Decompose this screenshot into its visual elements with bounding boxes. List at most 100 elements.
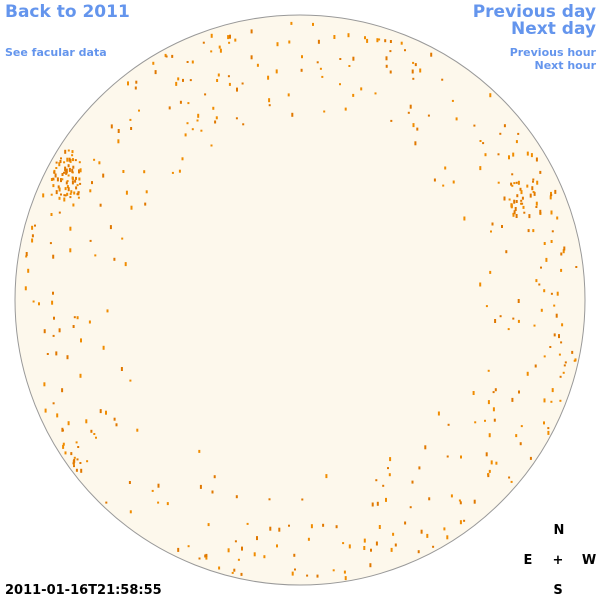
facula bbox=[517, 180, 520, 185]
facula bbox=[89, 189, 92, 193]
next-day-link[interactable]: Next day bbox=[511, 19, 596, 39]
facula bbox=[366, 38, 369, 43]
facula bbox=[138, 109, 140, 112]
facula bbox=[384, 39, 387, 43]
facula bbox=[256, 63, 259, 67]
facula bbox=[510, 182, 513, 186]
facula bbox=[511, 184, 514, 187]
facula bbox=[561, 323, 564, 327]
facula bbox=[105, 410, 107, 415]
facula bbox=[66, 180, 69, 183]
next-hour-link[interactable]: Next hour bbox=[535, 59, 597, 72]
facula bbox=[77, 446, 80, 448]
facula bbox=[227, 75, 230, 78]
facula bbox=[474, 421, 477, 424]
facula bbox=[129, 510, 132, 514]
prev-hour-link[interactable]: Previous hour bbox=[510, 46, 597, 59]
facula bbox=[432, 545, 435, 548]
facula bbox=[376, 501, 379, 506]
facula bbox=[571, 350, 574, 354]
facula bbox=[551, 388, 554, 393]
facula bbox=[229, 34, 231, 39]
facula bbox=[418, 466, 421, 470]
facula bbox=[460, 455, 462, 459]
facula bbox=[430, 52, 433, 57]
facula bbox=[61, 427, 64, 432]
facula bbox=[419, 68, 422, 73]
facula bbox=[204, 93, 207, 96]
facula bbox=[492, 391, 495, 394]
facula bbox=[267, 75, 270, 80]
facula bbox=[65, 168, 68, 172]
facula bbox=[157, 501, 160, 504]
facula bbox=[516, 194, 519, 198]
facula bbox=[68, 157, 71, 162]
facula bbox=[412, 61, 415, 64]
faculae bbox=[24, 21, 578, 581]
facula bbox=[484, 153, 487, 157]
facula bbox=[531, 186, 534, 191]
facula bbox=[363, 546, 366, 550]
facula bbox=[288, 40, 291, 44]
facula bbox=[233, 568, 236, 572]
facula bbox=[364, 36, 366, 40]
facula bbox=[503, 124, 506, 128]
prev-day-link[interactable]: Previous day bbox=[473, 2, 596, 22]
facula bbox=[79, 373, 82, 378]
facula bbox=[235, 495, 238, 499]
facula bbox=[344, 576, 347, 581]
facula bbox=[319, 67, 322, 70]
facula bbox=[73, 316, 76, 319]
facula bbox=[497, 181, 500, 184]
facula bbox=[459, 501, 462, 505]
facula bbox=[322, 523, 325, 527]
facula bbox=[178, 169, 181, 173]
compass-e: E bbox=[524, 553, 533, 568]
facular-link[interactable]: See facular data bbox=[5, 46, 107, 59]
facula bbox=[179, 100, 182, 104]
facula bbox=[323, 110, 326, 113]
back-link[interactable]: Back to 2011 bbox=[5, 2, 130, 22]
facula bbox=[550, 400, 553, 403]
facula bbox=[182, 78, 184, 82]
facula bbox=[214, 120, 217, 124]
facula bbox=[269, 526, 272, 531]
facula bbox=[175, 81, 178, 86]
facula bbox=[385, 56, 388, 61]
facula bbox=[65, 170, 68, 175]
facula bbox=[70, 190, 73, 194]
facula bbox=[63, 161, 66, 164]
facula bbox=[74, 159, 77, 162]
facula bbox=[73, 465, 75, 468]
compass-n: N bbox=[554, 523, 565, 538]
facula bbox=[411, 69, 414, 74]
facula bbox=[385, 497, 387, 502]
facula bbox=[177, 547, 180, 552]
facula bbox=[458, 499, 461, 502]
facula bbox=[199, 484, 202, 489]
facula bbox=[228, 41, 231, 44]
facula bbox=[416, 127, 419, 131]
facula bbox=[518, 390, 520, 394]
facula bbox=[317, 39, 320, 44]
facula bbox=[52, 184, 55, 188]
facula bbox=[343, 570, 346, 574]
facula bbox=[24, 286, 27, 291]
facula bbox=[378, 38, 381, 41]
facula bbox=[459, 520, 462, 525]
facula bbox=[64, 187, 67, 191]
facula bbox=[492, 407, 495, 412]
facula bbox=[556, 216, 559, 220]
facula bbox=[532, 191, 535, 193]
facula bbox=[550, 191, 552, 196]
facula bbox=[171, 54, 174, 58]
facula bbox=[53, 316, 55, 320]
facula bbox=[409, 506, 412, 509]
facula bbox=[293, 553, 296, 557]
facula bbox=[520, 190, 523, 195]
facula bbox=[485, 305, 488, 308]
facula bbox=[316, 61, 319, 64]
facula bbox=[50, 193, 53, 196]
facula bbox=[42, 193, 45, 198]
